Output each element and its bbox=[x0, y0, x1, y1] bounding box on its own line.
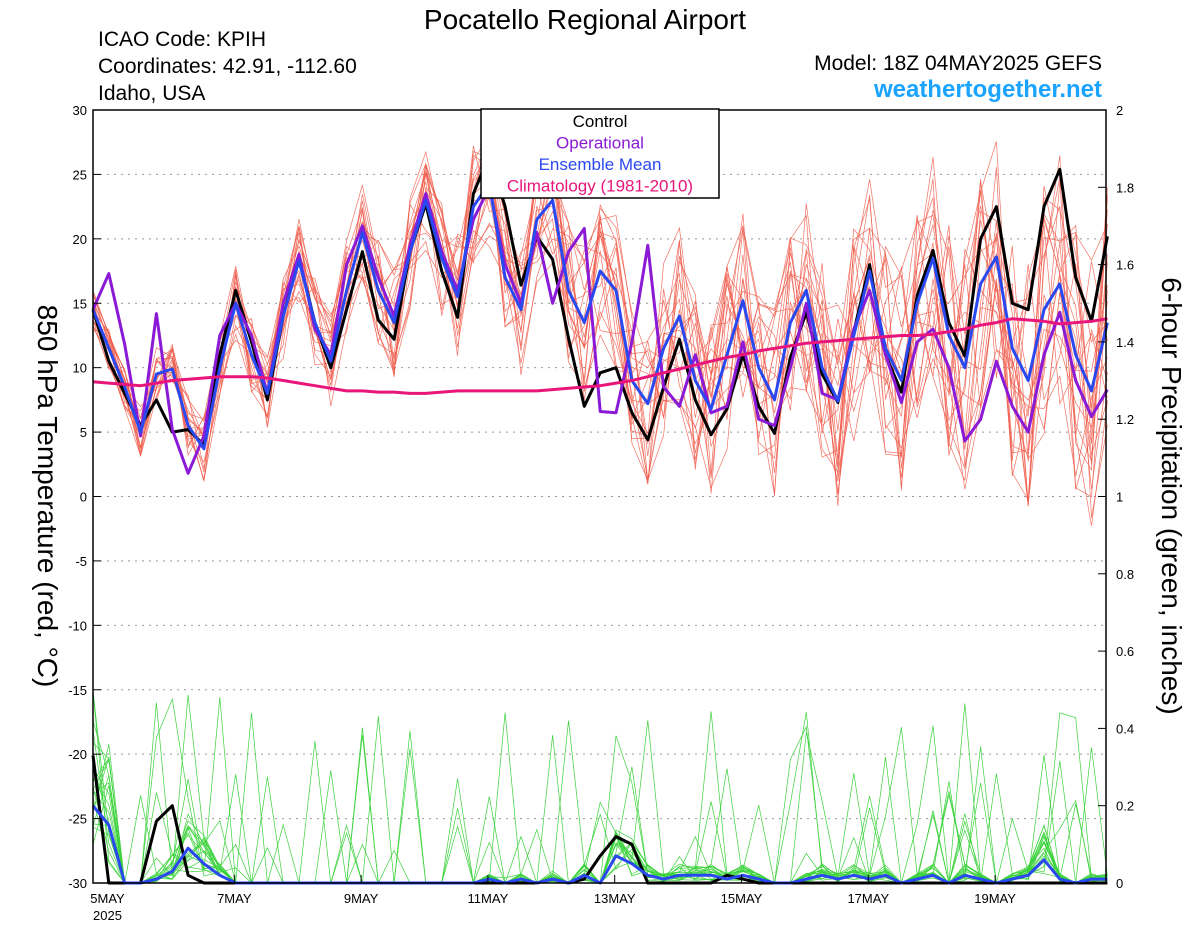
legend-entry: Operational bbox=[556, 134, 644, 153]
legend-box bbox=[480, 108, 720, 199]
y-tick-label: -30 bbox=[68, 876, 87, 891]
x-tick-label: 7MAY bbox=[217, 891, 252, 906]
y2-tick-label: 1.4 bbox=[1116, 335, 1134, 350]
y-tick-label: -10 bbox=[68, 618, 87, 633]
ensemble-member-temp-line bbox=[92, 132, 1108, 491]
ensemble-member-precip-line bbox=[92, 768, 1108, 884]
y-tick-label: -20 bbox=[68, 747, 87, 762]
series-lines bbox=[91, 153, 1109, 885]
legend: Control Operational Ensemble Mean Climatolo… bbox=[480, 108, 720, 199]
y2-tick-label: 1.6 bbox=[1116, 258, 1134, 273]
x-tick-label: 15MAY bbox=[721, 891, 763, 906]
y-tick-label: 20 bbox=[73, 232, 87, 247]
legend-entry: Control bbox=[573, 112, 628, 131]
y-tick-label: -5 bbox=[75, 554, 87, 569]
ensemble-member-temp-line bbox=[92, 150, 1108, 495]
ensemble-member-temp-line bbox=[92, 181, 1108, 490]
y2-tick-label: 1 bbox=[1116, 490, 1123, 505]
y-tick-label: 10 bbox=[73, 361, 87, 376]
ensemble-member-temp-line bbox=[92, 137, 1108, 507]
y-tick-label: 30 bbox=[73, 103, 87, 118]
y2-tick-label: 0.2 bbox=[1116, 799, 1134, 814]
y-tick-label: -15 bbox=[68, 683, 87, 698]
legend-entry: Ensemble Mean bbox=[539, 155, 662, 174]
website-link[interactable]: weathertogether.net bbox=[873, 76, 1102, 103]
y2-tick-label: 2 bbox=[1116, 103, 1123, 118]
ensemble-member-temp-line bbox=[92, 170, 1108, 488]
x-tick-label: 13MAY bbox=[594, 891, 636, 906]
x-tick-year-label: 2025 bbox=[93, 908, 122, 923]
series-line-2 bbox=[91, 181, 1109, 451]
x-tick-label: 11MAY bbox=[468, 891, 509, 906]
series-line-1 bbox=[91, 185, 1109, 475]
series-line-3 bbox=[92, 317, 1108, 395]
y-tick-label: 0 bbox=[80, 490, 87, 505]
y2-tick-label: 0.4 bbox=[1116, 721, 1134, 736]
y-tick-label: 15 bbox=[73, 296, 87, 311]
x-tick-label: 9MAY bbox=[344, 891, 379, 906]
ensemble-member-temp-line bbox=[92, 154, 1108, 518]
y-axis-label-left: 850 hPa Temperature (red, °C) bbox=[32, 305, 63, 688]
y-axis-label-right: 6-hour Precipitation (green, inches) bbox=[1156, 277, 1187, 714]
y-tick-label: -25 bbox=[68, 812, 87, 827]
x-tick-label: 17MAY bbox=[847, 891, 889, 906]
ensemble-member-temp-line bbox=[92, 128, 1108, 506]
y-tick-label: 25 bbox=[73, 167, 87, 182]
chart-title: Pocatello Regional Airport bbox=[423, 4, 747, 35]
legend-entry: Climatology (1981-2010) bbox=[507, 177, 693, 196]
x-tick-label: 5MAY bbox=[90, 891, 125, 906]
region-label: Idaho, USA bbox=[98, 82, 206, 105]
y2-tick-label: 0 bbox=[1116, 876, 1123, 891]
axis-ticks: 302520151050-5-10-15-20-25-3021.81.61.41… bbox=[68, 103, 1134, 923]
icao-code-label: ICAO Code: KPIH bbox=[98, 28, 267, 51]
ensemble-member-precip-line bbox=[92, 768, 1108, 884]
model-run-label: Model: 18Z 04MAY2025 GEFS bbox=[814, 52, 1102, 75]
ensemble-member-temp-line bbox=[92, 145, 1108, 505]
series-line-5 bbox=[91, 804, 1108, 885]
coordinates-label: Coordinates: 42.91, -112.60 bbox=[98, 55, 357, 78]
y2-tick-label: 1.8 bbox=[1116, 180, 1134, 195]
y2-tick-label: 0.6 bbox=[1116, 644, 1134, 659]
y-tick-label: 5 bbox=[80, 425, 87, 440]
ensemble-member-precip-line bbox=[92, 730, 1108, 884]
x-tick-label: 19MAY bbox=[974, 891, 1016, 906]
y2-tick-label: 1.2 bbox=[1116, 412, 1134, 427]
y2-tick-label: 0.8 bbox=[1116, 567, 1134, 582]
